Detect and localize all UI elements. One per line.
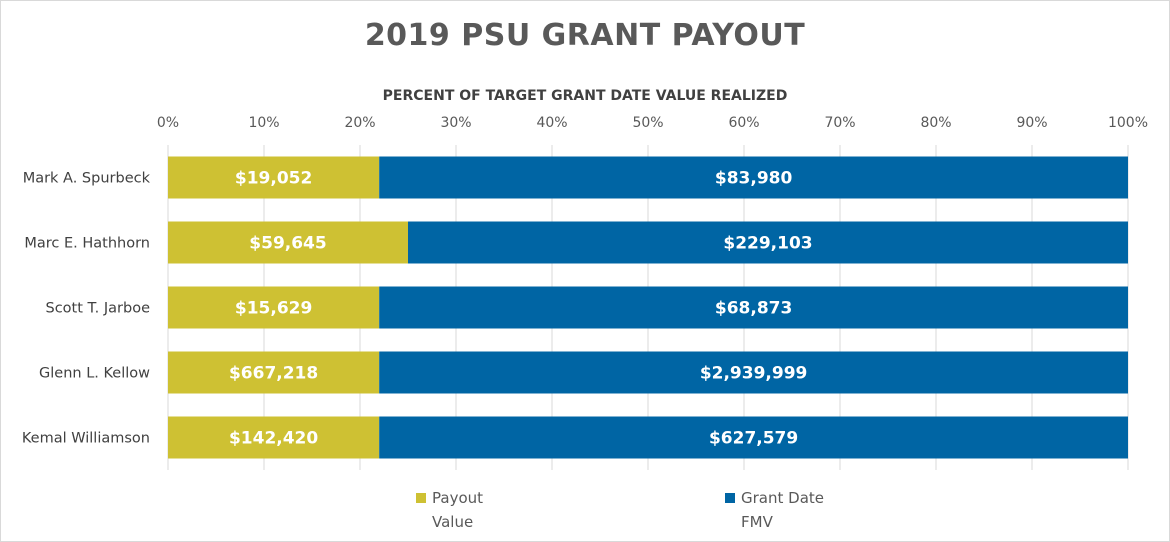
x-tick-label: 0% xyxy=(157,115,179,131)
chart-title: 2019 PSU GRANT PAYOUT xyxy=(364,18,806,53)
bar-grant-date-fmv xyxy=(379,156,1128,199)
category-label: Marc E. Hathhorn xyxy=(24,236,150,252)
x-tick-label: 70% xyxy=(824,115,855,131)
data-label: $19,052 xyxy=(235,169,312,189)
x-tick-label: 20% xyxy=(344,115,375,131)
data-label: $59,645 xyxy=(249,234,326,254)
legend-label-fmv: Grant Date FMV xyxy=(741,489,824,531)
legend-item-fmv: Grant Date FMV xyxy=(725,486,851,534)
category-label: Mark A. Spurbeck xyxy=(23,171,151,187)
category-label: Kemal Williamson xyxy=(22,431,150,447)
legend-swatch-fmv xyxy=(725,493,735,503)
bar-grant-date-fmv xyxy=(379,286,1128,329)
x-axis-title: PERCENT OF TARGET GRANT DATE VALUE REALI… xyxy=(382,88,788,104)
x-tick-label: 90% xyxy=(1016,115,1047,131)
data-label: $2,939,999 xyxy=(700,364,808,384)
data-label: $229,103 xyxy=(723,234,812,254)
x-tick-label: 50% xyxy=(632,115,663,131)
bar-grant-date-fmv xyxy=(408,221,1128,264)
x-tick-label: 80% xyxy=(920,115,951,131)
bar-grant-date-fmv xyxy=(379,351,1128,394)
legend-label-payout: Payout Value xyxy=(432,489,484,531)
bar-payout-value xyxy=(168,156,380,199)
x-tick-label: 60% xyxy=(728,115,759,131)
x-tick-label: 30% xyxy=(440,115,471,131)
bar-payout-value xyxy=(168,286,380,329)
bar-payout-value xyxy=(168,221,408,264)
data-label: $142,420 xyxy=(229,429,318,449)
data-label: $627,579 xyxy=(709,429,798,449)
bar-payout-value xyxy=(168,416,380,459)
data-label: $68,873 xyxy=(715,299,792,319)
data-label: $15,629 xyxy=(235,299,312,319)
legend-item-payout: Payout Value xyxy=(416,486,512,534)
legend-swatch-payout xyxy=(416,493,426,503)
x-tick-label: 100% xyxy=(1108,115,1148,131)
bar-payout-value xyxy=(168,351,380,394)
category-label: Scott T. Jarboe xyxy=(45,301,150,317)
category-label: Glenn L. Kellow xyxy=(39,366,150,382)
data-label: $83,980 xyxy=(715,169,793,189)
bar-grant-date-fmv xyxy=(379,416,1128,459)
x-tick-label: 10% xyxy=(248,115,279,131)
x-tick-label: 40% xyxy=(536,115,567,131)
data-label: $667,218 xyxy=(229,364,318,384)
